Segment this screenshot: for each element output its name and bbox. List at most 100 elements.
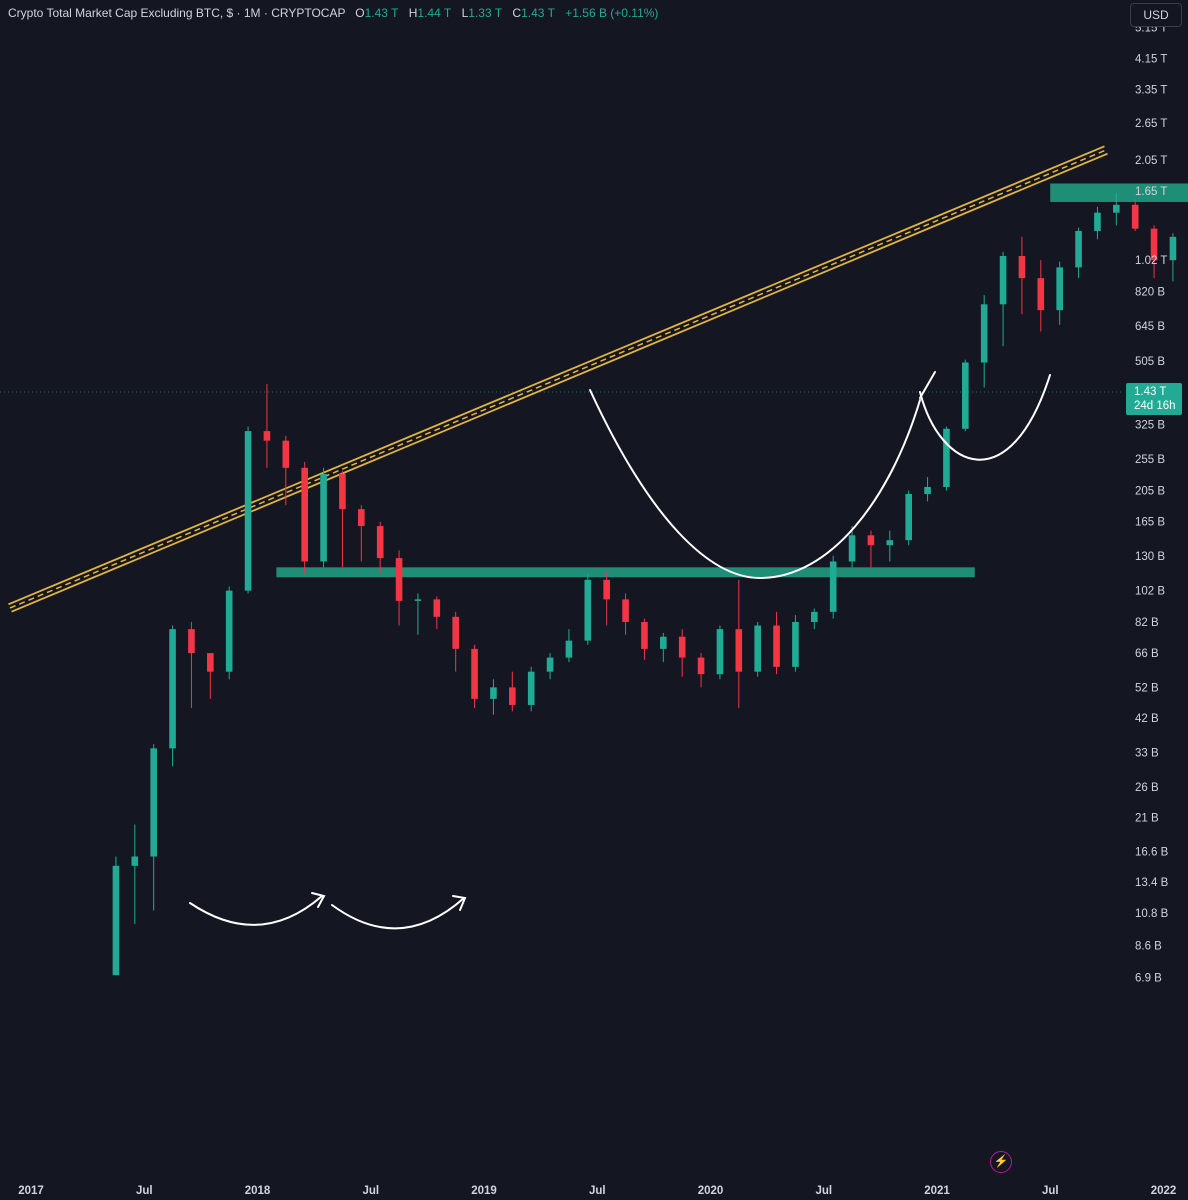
- candle-body: [999, 255, 1007, 305]
- candle: [867, 530, 875, 568]
- time-tick-label: 2020: [698, 1185, 724, 1197]
- candle-body: [452, 616, 459, 649]
- candle: [999, 251, 1007, 347]
- rounded-bottom-arc-2: [331, 897, 465, 930]
- candle-body: [301, 467, 308, 562]
- pattern-arcs: [189, 371, 1051, 930]
- candle-body: [263, 431, 271, 441]
- price-tick-label: 6.9 B: [1135, 972, 1162, 984]
- candle-body: [905, 494, 912, 541]
- candle-body: [980, 304, 988, 363]
- candle: [376, 521, 384, 574]
- price-tick-label: 505 B: [1135, 356, 1165, 368]
- candle-body: [376, 526, 384, 559]
- resistance-zone: [276, 567, 975, 578]
- candle: [1075, 227, 1082, 279]
- price-tick-label: 66 B: [1135, 648, 1159, 660]
- change-value: +1.56 B (+0.11%): [565, 6, 659, 20]
- candle: [603, 572, 610, 626]
- candle-body: [131, 856, 139, 866]
- candle-body: [1131, 204, 1139, 229]
- candle: [433, 596, 441, 630]
- arrow-head-1: [311, 892, 326, 908]
- price-tick-label: 1.02 T: [1135, 255, 1167, 267]
- price-tick-label: 645 B: [1135, 321, 1165, 333]
- candle: [169, 625, 176, 767]
- candle: [848, 526, 856, 568]
- low-label: L: [461, 6, 469, 20]
- candle-body: [792, 621, 799, 667]
- candle: [301, 461, 308, 574]
- time-tick-label: Jul: [1042, 1185, 1059, 1197]
- candle-body: [1056, 267, 1063, 311]
- candle-body: [1113, 204, 1120, 213]
- candle: [829, 555, 837, 619]
- currency-button[interactable]: USD: [1130, 3, 1182, 27]
- candle: [1094, 206, 1101, 240]
- price-tick-label: 325 B: [1135, 419, 1165, 431]
- candle-body: [584, 579, 592, 641]
- cup-rim: [919, 371, 936, 399]
- time-tick-label: 2022: [1151, 1185, 1177, 1197]
- time-tick-label: Jul: [589, 1185, 606, 1197]
- candle: [282, 435, 290, 506]
- candle: [509, 671, 516, 712]
- candle-body: [207, 653, 214, 672]
- candle-body: [112, 865, 120, 976]
- candle-body: [471, 648, 478, 699]
- candle: [395, 550, 403, 626]
- time-axis[interactable]: 2017Jul2018Jul2019Jul2020Jul2021Jul2022J…: [18, 1185, 1188, 1197]
- candle-body: [867, 535, 875, 546]
- price-tick-label: 26 B: [1135, 782, 1159, 794]
- candle: [773, 611, 780, 675]
- resistance-zone: [1050, 183, 1188, 202]
- candle: [339, 470, 346, 568]
- candle: [471, 644, 478, 709]
- candle: [150, 744, 157, 911]
- time-tick-label: 2017: [18, 1185, 44, 1197]
- symbol-title: Crypto Total Market Cap Excluding BTC, $…: [8, 6, 346, 20]
- candle: [1131, 199, 1139, 231]
- candle-body: [1169, 236, 1177, 261]
- candle: [678, 629, 686, 677]
- candle-body: [225, 590, 233, 672]
- price-tick-label: 10.8 B: [1135, 908, 1169, 920]
- candle-body: [565, 640, 573, 658]
- candle-body: [358, 509, 365, 527]
- candle: [1169, 233, 1177, 282]
- candle-body: [490, 687, 497, 699]
- candle-body: [527, 671, 535, 705]
- candle: [811, 608, 818, 630]
- bar-countdown: 24d 16h: [1134, 400, 1176, 412]
- lightning-icon[interactable]: ⚡: [990, 1151, 1012, 1173]
- candle: [188, 621, 195, 709]
- candle: [1018, 236, 1026, 315]
- candle-body: [509, 687, 516, 705]
- trendline[interactable]: [8, 145, 1108, 613]
- high-value: 1.44 T: [417, 6, 452, 20]
- price-tick-label: 165 B: [1135, 517, 1165, 529]
- handle-arc: [919, 374, 1051, 461]
- candle-body: [848, 535, 856, 562]
- price-axis[interactable]: 17 T13.5 T10.7 T8.3 T6.55 T5.15 T4.15 T3…: [1135, 0, 1169, 984]
- price-tick-label: 42 B: [1135, 713, 1159, 725]
- price-tick-label: 2.05 T: [1135, 155, 1167, 167]
- candle-body: [433, 599, 441, 617]
- candle-body: [829, 561, 837, 612]
- last-price-badge: 1.43 T 24d 16h: [1126, 383, 1182, 415]
- high-label: H: [408, 6, 418, 20]
- candle: [622, 593, 629, 635]
- candle: [641, 618, 648, 660]
- candle: [244, 426, 252, 594]
- candle: [792, 615, 799, 672]
- candle-body: [962, 362, 969, 429]
- price-tick-label: 3.35 T: [1135, 84, 1167, 96]
- candle-body: [188, 629, 195, 654]
- candle-body: [395, 558, 403, 601]
- candle: [320, 467, 327, 568]
- candle-body: [811, 611, 818, 622]
- candle: [414, 593, 422, 635]
- candle: [546, 653, 554, 680]
- candle-body: [244, 431, 252, 591]
